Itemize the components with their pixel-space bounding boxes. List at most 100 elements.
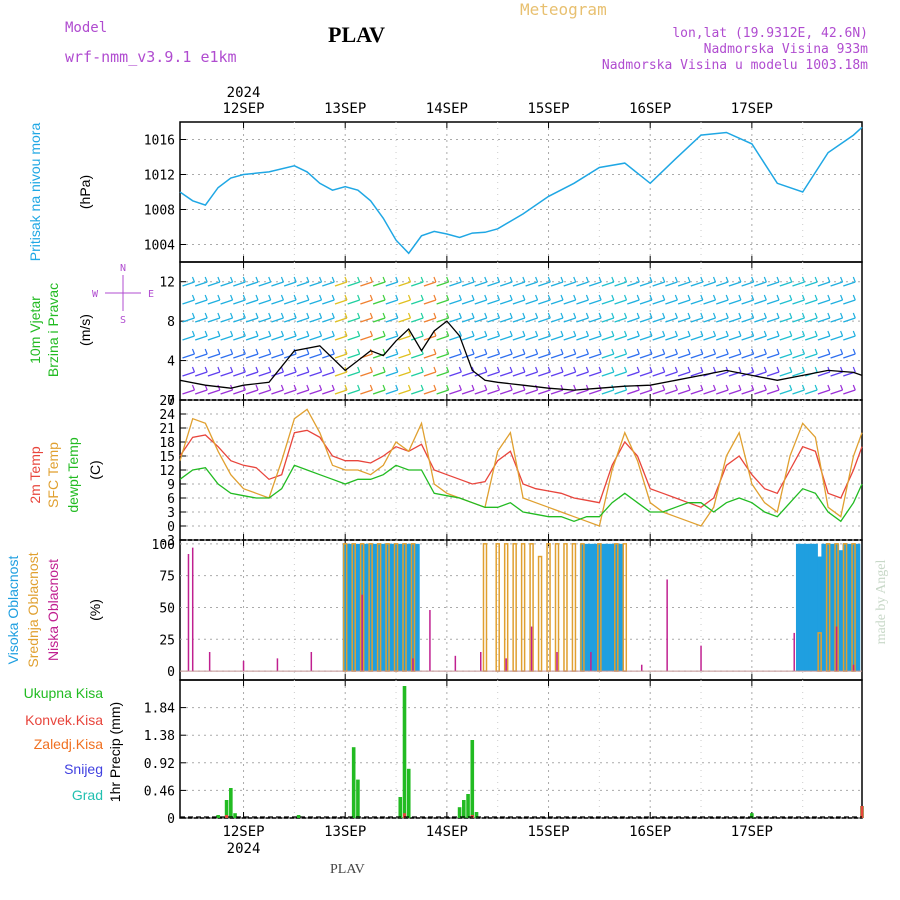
wind-barb <box>623 312 628 319</box>
cloud-high-bar <box>376 543 382 672</box>
wind-barb <box>801 366 806 373</box>
wind-barb <box>840 276 844 283</box>
cloud-high-bar <box>402 543 408 672</box>
year-label-top: 2024 <box>227 85 261 101</box>
wind-barb <box>398 389 411 395</box>
wind-barb <box>357 384 361 391</box>
wind-barb <box>509 276 513 283</box>
wind-barb <box>258 371 271 377</box>
wind-barb <box>751 366 755 373</box>
wind-barb <box>395 312 399 319</box>
wind-barb <box>674 330 678 337</box>
wind-barb <box>182 353 195 359</box>
wind-barb <box>484 384 488 391</box>
wind-barb <box>703 317 716 323</box>
wind-barb <box>547 294 551 301</box>
wind-barb <box>560 276 564 283</box>
wind-barb <box>598 312 602 319</box>
wind-barb <box>433 384 437 391</box>
wind-barb <box>662 348 666 355</box>
precip-legend-4: Grad <box>72 787 103 803</box>
wind-barb <box>436 353 449 359</box>
cloud-high-bar <box>846 543 852 672</box>
wind-barb <box>474 317 487 323</box>
wind-barb <box>538 371 551 377</box>
wind-barb <box>220 281 233 287</box>
wind-barb <box>436 371 449 377</box>
compass-letter: S <box>120 315 126 326</box>
wind-barb <box>852 294 856 301</box>
cloud-high-bar <box>838 550 844 672</box>
wind-barb <box>398 317 411 323</box>
wind-barb <box>751 330 755 337</box>
year-label-bottom: 2024 <box>227 841 261 857</box>
wind-barb <box>535 384 539 391</box>
wind-barb <box>258 389 271 395</box>
wind-barb <box>547 276 551 283</box>
wind-barb <box>230 330 234 337</box>
wind-barb <box>487 317 500 323</box>
wind-barb <box>687 366 691 373</box>
pressure-line <box>179 126 863 255</box>
wind-barb <box>649 330 653 337</box>
wind-barb <box>372 317 386 323</box>
cloud-high-bar <box>380 543 386 672</box>
wind-barb <box>804 281 818 287</box>
wind-barb <box>687 384 691 391</box>
wind-barb <box>627 299 640 305</box>
wind-barb <box>471 312 475 319</box>
day-label-bottom: 14SEP <box>426 824 468 840</box>
wind-barb <box>487 371 500 377</box>
wind-barb <box>280 348 284 355</box>
precip-total-bar <box>470 740 475 818</box>
wind-barb <box>357 294 361 301</box>
wind-barb <box>322 371 335 377</box>
wind-barb <box>194 371 208 377</box>
wind-barb <box>306 330 310 337</box>
wind-barb <box>563 281 576 287</box>
cloud-high-bar <box>355 543 361 672</box>
wind-barb <box>814 384 818 391</box>
wind-barb <box>677 317 691 323</box>
wind-barb <box>852 312 856 319</box>
wind-barb <box>611 312 615 319</box>
wind-barb <box>792 353 805 359</box>
wind-barb <box>360 317 373 323</box>
wind-barb <box>674 312 678 319</box>
wind-barb <box>792 371 805 377</box>
wind-barb <box>271 335 284 341</box>
wind-barb <box>789 312 793 319</box>
precip-total-bar <box>233 813 237 818</box>
day-label-top: 17SEP <box>731 101 773 117</box>
precip-total-bar <box>462 800 466 818</box>
wind-barb <box>547 312 551 319</box>
wind-barb <box>398 335 411 341</box>
wind-barb <box>830 317 843 323</box>
wind-barb <box>334 335 348 341</box>
wind-barb <box>322 353 335 359</box>
wind-barb <box>382 330 386 337</box>
wind-barb <box>280 312 284 319</box>
cloud-high-bar <box>342 543 348 672</box>
wind-barb <box>830 299 843 305</box>
wind-barb <box>652 335 665 341</box>
wind-barb <box>230 348 234 355</box>
wind-barb <box>525 335 538 341</box>
wind-barb <box>347 335 360 341</box>
wind-barb <box>525 353 538 359</box>
wind-barb <box>598 330 602 337</box>
wind-barb <box>763 276 767 283</box>
wind-barb <box>194 335 208 341</box>
wind-barb <box>372 335 386 341</box>
wind-barb <box>598 276 602 283</box>
wind-barb <box>712 276 717 283</box>
wind-barb <box>357 312 361 319</box>
wind-barb <box>779 299 792 305</box>
wind-barb <box>220 317 233 323</box>
wind-barb <box>715 335 729 341</box>
wind-barb <box>662 294 666 301</box>
wind-barb <box>369 366 373 373</box>
wind-barb <box>652 281 665 287</box>
wind-barb <box>585 294 589 301</box>
